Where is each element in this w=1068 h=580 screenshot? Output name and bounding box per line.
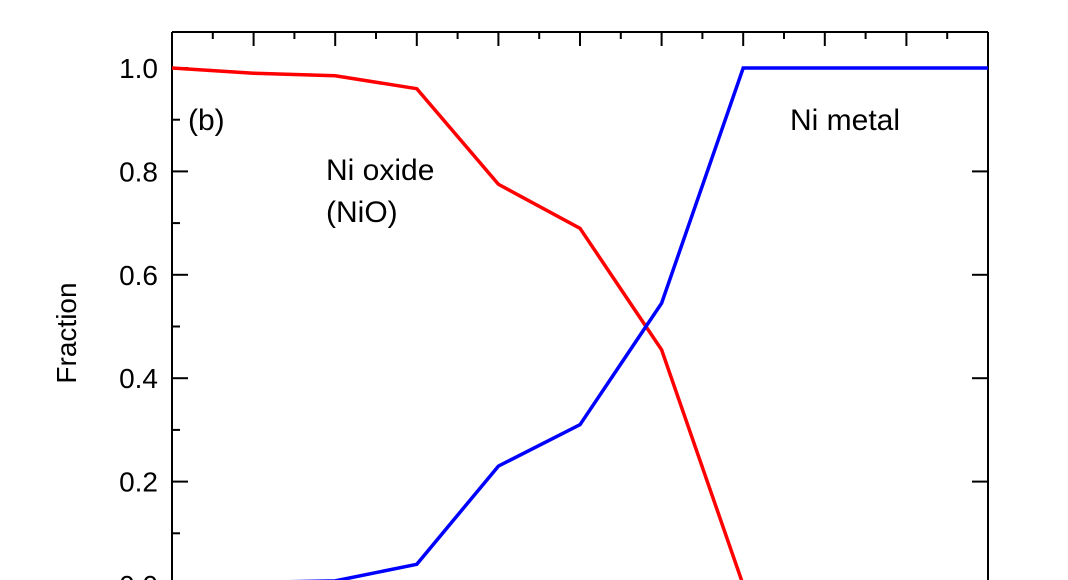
y-tick-label: 0.2 bbox=[119, 467, 158, 498]
series-line-0 bbox=[171, 66, 744, 580]
plot-series bbox=[171, 66, 988, 580]
annotation-oxide1: Ni oxide bbox=[326, 154, 434, 187]
y-axis-label: Fraction bbox=[51, 282, 82, 383]
y-tick-label: 0.6 bbox=[119, 260, 158, 291]
annotation-panel: (b) bbox=[188, 104, 225, 137]
plot-annotations: (b) Ni oxide (NiO) Ni metal bbox=[188, 104, 900, 229]
y-tick-label: 1.0 bbox=[119, 53, 158, 84]
y-tick-label: 0.8 bbox=[119, 156, 158, 187]
annotation-metal: Ni metal bbox=[790, 104, 900, 137]
y-tick-label: 0.0 bbox=[119, 570, 158, 580]
y-tick-label: 0.4 bbox=[119, 363, 158, 394]
plot-axes: 0.0 0.2 0.4 0.6 0.8 1.0 bbox=[119, 31, 989, 580]
series-line-1 bbox=[288, 66, 988, 580]
annotation-oxide2: (NiO) bbox=[326, 196, 398, 229]
